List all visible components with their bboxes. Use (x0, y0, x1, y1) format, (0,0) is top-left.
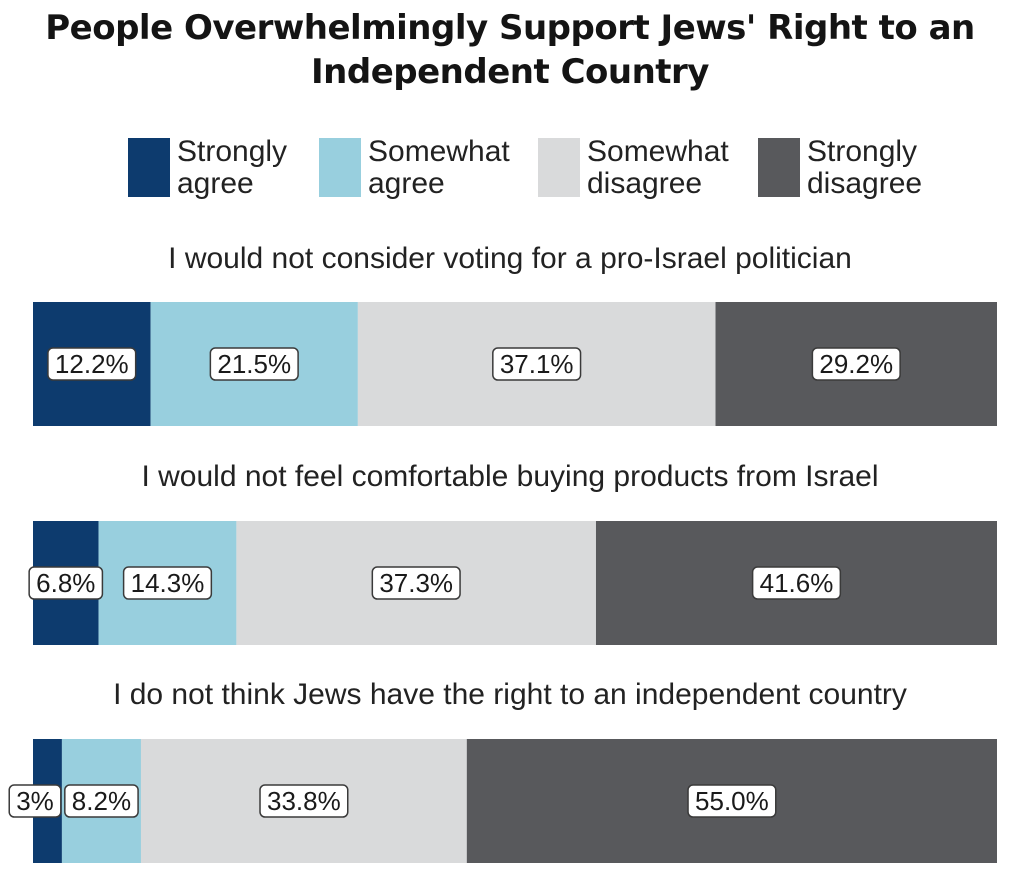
value-box-strongly-agree-row-3 (8, 784, 62, 818)
value-box-somewhat-agree-row-2 (122, 566, 213, 600)
value-box-somewhat-agree-row-3 (64, 784, 139, 818)
legend-swatch-strongly-agree (128, 138, 170, 197)
legend-label-strongly-agree: Strongly agree (177, 135, 288, 200)
value-box-strongly-agree-row-1 (47, 347, 137, 381)
legend-label-somewhat-agree: Somewhat agree (368, 135, 510, 200)
chart-title-line-1: People Overwhelmingly Support Jews' Righ… (45, 8, 975, 48)
question-label-1: I would not consider voting for a pro-Is… (168, 242, 852, 275)
legend-label-somewhat-disagree: Somewhat disagree (587, 135, 729, 200)
value-box-somewhat-disagree-row-1 (492, 347, 582, 381)
question-label-2: I would not feel comfortable buying prod… (141, 460, 878, 493)
value-label-somewhat-agree-row-3: 8.2% (72, 786, 131, 816)
value-box-somewhat-disagree-row-2 (371, 566, 461, 600)
value-label-somewhat-disagree-row-2: 37.3% (379, 568, 453, 598)
value-label-strongly-agree-row-3: 3% (16, 786, 54, 816)
value-label-strongly-agree-row-2: 6.8% (36, 568, 95, 598)
value-box-strongly-agree-row-2 (28, 566, 104, 600)
legend-swatch-somewhat-disagree (538, 138, 580, 197)
chart-legend: Strongly agree Somewhat agree Somewhat d… (0, 136, 1020, 206)
legend-swatch-strongly-disagree (758, 138, 800, 197)
legend-label-strongly-disagree: Strongly disagree (807, 135, 923, 200)
value-label-somewhat-agree-row-1: 21.5% (217, 349, 291, 379)
chart-title-line-2: Independent Country (311, 52, 709, 92)
legend-swatch-somewhat-agree (319, 138, 361, 197)
value-label-strongly-disagree-row-1: 29.2% (819, 349, 893, 379)
value-label-somewhat-disagree-row-1: 37.1% (500, 349, 574, 379)
value-label-strongly-agree-row-1: 12.2% (55, 349, 129, 379)
value-box-somewhat-agree-row-1 (209, 347, 299, 381)
chart-title: People Overwhelmingly Support Jews' Righ… (0, 6, 1020, 94)
value-box-strongly-disagree-row-1 (811, 347, 901, 381)
value-label-somewhat-agree-row-2: 14.3% (131, 568, 205, 598)
value-label-somewhat-disagree-row-3: 33.8% (267, 786, 341, 816)
value-label-strongly-disagree-row-2: 41.6% (760, 568, 834, 598)
value-box-somewhat-disagree-row-3 (259, 784, 349, 818)
value-box-strongly-disagree-row-2 (751, 566, 842, 600)
question-label-3: I do not think Jews have the right to an… (113, 678, 907, 711)
value-label-strongly-disagree-row-3: 55.0% (695, 786, 769, 816)
value-box-strongly-disagree-row-3 (687, 784, 777, 818)
